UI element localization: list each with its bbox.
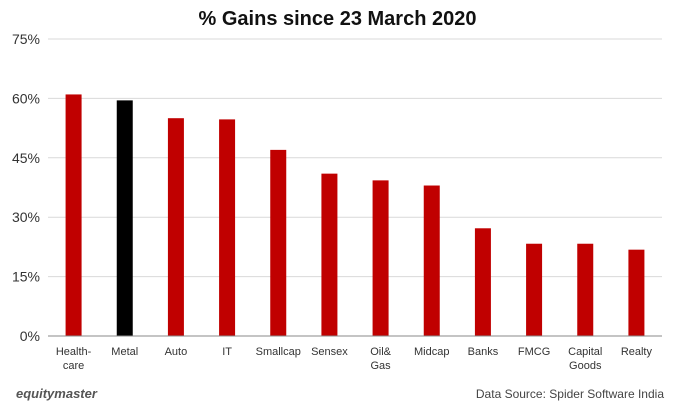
- x-category-label: Realty: [621, 346, 653, 358]
- bar: [270, 149, 287, 336]
- x-category-label: Auto: [165, 346, 188, 358]
- bar: [423, 185, 440, 336]
- x-category-label: Smallcap: [256, 346, 301, 358]
- bar: [116, 100, 133, 336]
- x-category-label: Banks: [468, 346, 499, 358]
- bar: [219, 119, 236, 336]
- chart-title: % Gains since 23 March 2020: [198, 8, 477, 30]
- x-category-label: Sensex: [311, 346, 348, 358]
- y-tick-label: 30%: [12, 209, 40, 225]
- bar: [65, 94, 82, 336]
- bar: [372, 180, 389, 336]
- y-tick-label: 75%: [12, 31, 40, 47]
- bar: [577, 243, 594, 336]
- bar: [167, 118, 184, 336]
- x-axis-labels: Health-care Metal Auto IT Smallcap Sensex Oil&…: [56, 346, 653, 372]
- y-tick-label: 15%: [12, 269, 40, 285]
- y-tick-label: 60%: [12, 90, 40, 106]
- bar: [628, 249, 645, 336]
- x-category-label: FMCG: [518, 346, 550, 358]
- x-category-label: IT: [222, 346, 232, 358]
- y-tick-label: 45%: [12, 150, 40, 166]
- y-axis-ticks: 0% 15% 30% 45% 60% 75%: [12, 31, 40, 344]
- bar: [474, 228, 491, 336]
- bar: [526, 243, 543, 336]
- gridlines: [48, 38, 662, 278]
- x-category-label: Capital Goods: [568, 346, 602, 372]
- bar: [321, 173, 338, 336]
- bars: [65, 94, 645, 336]
- x-category-label: Metal: [111, 346, 138, 358]
- x-category-label: Oil& Gas: [370, 346, 391, 372]
- data-source-note: Data Source: Spider Software India: [475, 387, 664, 401]
- x-category-label: Health-care: [56, 346, 92, 372]
- brand-logo-text: equitymaster: [16, 386, 97, 401]
- y-tick-label: 0%: [20, 328, 40, 344]
- x-category-label: Midcap: [414, 346, 449, 358]
